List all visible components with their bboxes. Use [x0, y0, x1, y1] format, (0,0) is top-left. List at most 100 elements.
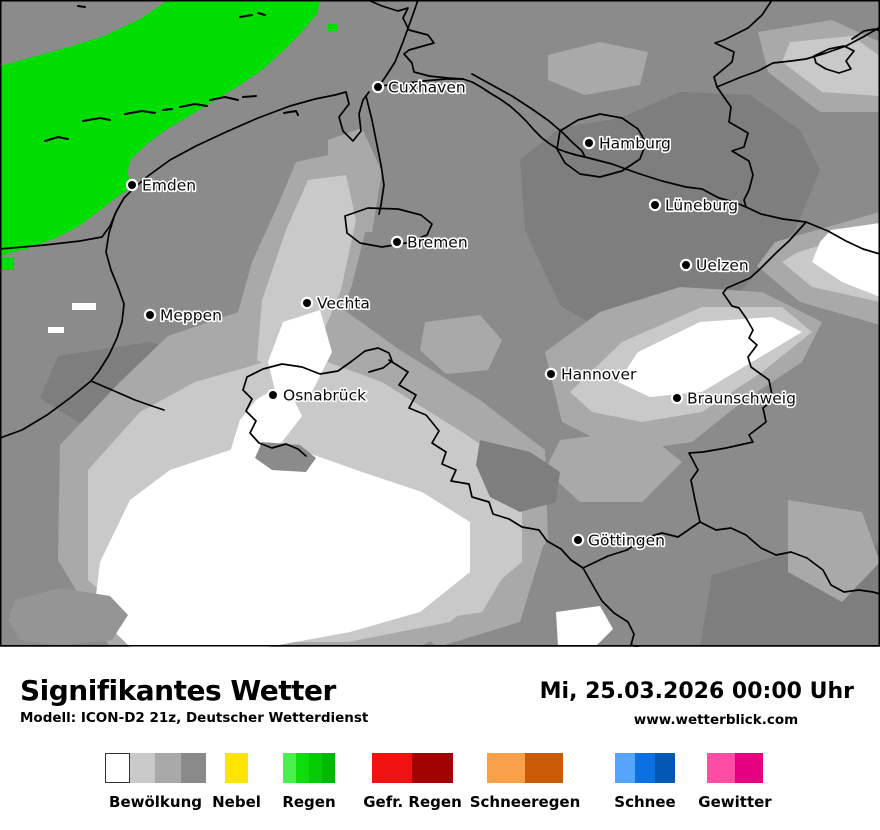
city-marker: Osnabrück [266, 385, 368, 406]
city-dot [651, 201, 659, 209]
legend-swatch [707, 753, 763, 783]
city-label: Lüneburg [665, 197, 738, 215]
city-label: Uelzen [696, 257, 749, 275]
cloud-area-clear [48, 223, 880, 647]
forecast-datetime: Mi, 25.03.2026 00:00 Uhr [539, 679, 854, 704]
coastline-dithmarschen [367, 0, 464, 80]
coastline-jade-bay [338, 91, 370, 142]
legend-swatch-cell [130, 753, 155, 783]
legend-label: Schnee [614, 793, 676, 811]
legend-swatch [487, 753, 563, 783]
city-marker: Lüneburg [648, 195, 740, 216]
river-elbe-north-bank [471, 73, 586, 158]
legend-item: Nebel [212, 753, 261, 811]
border-hamburg [556, 113, 647, 178]
legend-swatch-cell [372, 753, 412, 783]
city-label: Hannover [561, 366, 637, 384]
border-ne-corner [851, 28, 880, 40]
border-mecklenburg-south [716, 86, 754, 208]
legend-swatch [372, 753, 453, 783]
city-label: Göttingen [588, 532, 665, 550]
legend-swatch-cell [155, 753, 181, 783]
river-weser [365, 95, 385, 215]
city-dot [128, 181, 136, 189]
legend-item: Schneeregen [470, 753, 580, 811]
city-label: Osnabrück [283, 387, 366, 405]
website-url: www.wetterblick.com [633, 712, 799, 728]
city-marker: Emden [125, 175, 198, 196]
border-schleswig-mecklenburg [713, 0, 880, 88]
legend-swatch [283, 753, 335, 783]
legend-swatch-cell [181, 753, 206, 783]
legend-swatch [615, 753, 675, 783]
border-lines [0, 0, 880, 647]
city-label: Braunschweig [687, 390, 796, 408]
legend-swatch-cell [225, 753, 248, 783]
model-info: Modell: ICON-D2 21z, Deutscher Wetterdie… [20, 710, 369, 726]
legend-swatch-cell [635, 753, 655, 783]
legend-item: Schnee [614, 753, 676, 811]
legend-swatch-cell [412, 753, 453, 783]
city-dot [585, 139, 593, 147]
weather-map-canvas: Cuxhaven Hamburg Emden Lüneburg Bremen Uelzen… [0, 0, 880, 647]
city-marker: Hannover [544, 364, 639, 385]
legend-swatch-cell [707, 753, 735, 783]
city-dot [146, 311, 154, 319]
city-label: Vechta [317, 295, 370, 313]
city-marker: Cuxhaven [371, 77, 467, 98]
border-saxony-anhalt [688, 221, 807, 523]
legend-swatch-cell [615, 753, 635, 783]
legend-swatch-cell [283, 753, 296, 783]
legend-swatch [225, 753, 248, 783]
page-title: Signifikantes Wetter [20, 674, 336, 707]
city-marker: Hamburg [582, 133, 672, 154]
city-label: Emden [142, 177, 196, 195]
border-thuringia [699, 521, 880, 595]
map-frame [0, 0, 880, 647]
weather-map: Cuxhaven Hamburg Emden Lüneburg Bremen Uelzen… [0, 0, 880, 647]
coastline-elbe-west [378, 0, 419, 87]
cloud-area-inner-gray [8, 440, 560, 646]
legend-swatch-cell [525, 753, 563, 783]
city-dot [574, 536, 582, 544]
border-netherlands [0, 197, 165, 439]
city-marker: Vechta [300, 293, 371, 314]
border-weser-hills [388, 359, 639, 647]
legend-swatch-cell [655, 753, 675, 783]
city-label: Bremen [407, 234, 468, 252]
legend-label: Bewölkung [109, 793, 202, 811]
border-south-goettingen [570, 521, 701, 569]
city-dot [393, 238, 401, 246]
legend-item: Gewitter [698, 753, 772, 811]
legend-label: Gefr. Regen [363, 793, 462, 811]
city-label: Hamburg [599, 135, 671, 153]
legend-swatch-cell [735, 753, 763, 783]
legend-label: Gewitter [698, 793, 772, 811]
legend-item: Bewölkung [105, 753, 206, 811]
city-dot [682, 261, 690, 269]
city-label: Meppen [160, 307, 222, 325]
border-bremen [344, 207, 433, 248]
legend-swatch [105, 753, 206, 783]
legend-label: Schneeregen [469, 793, 581, 811]
city-label: Cuxhaven [388, 79, 466, 97]
city-dot [303, 299, 311, 307]
city-marker: Uelzen [679, 255, 750, 276]
city-markers: Cuxhaven Hamburg Emden Lüneburg Bremen Uelzen… [125, 77, 798, 551]
city-dot [269, 391, 277, 399]
legend-label: Regen [282, 793, 336, 811]
rain-area-green [0, 0, 337, 270]
island-outlines [44, 5, 299, 142]
legend-swatch-cell [322, 753, 335, 783]
lake-outline [813, 45, 855, 74]
city-marker: Braunschweig [670, 388, 798, 409]
city-marker: Göttingen [571, 530, 667, 551]
city-marker: Bremen [390, 232, 469, 253]
legend-label: Nebel [212, 793, 261, 811]
legend-swatch-cell [309, 753, 322, 783]
legend-swatch-cell [105, 753, 130, 783]
river-elbe-south-bank [378, 78, 586, 158]
city-dot [547, 370, 555, 378]
legend-item: Regen [282, 753, 336, 811]
